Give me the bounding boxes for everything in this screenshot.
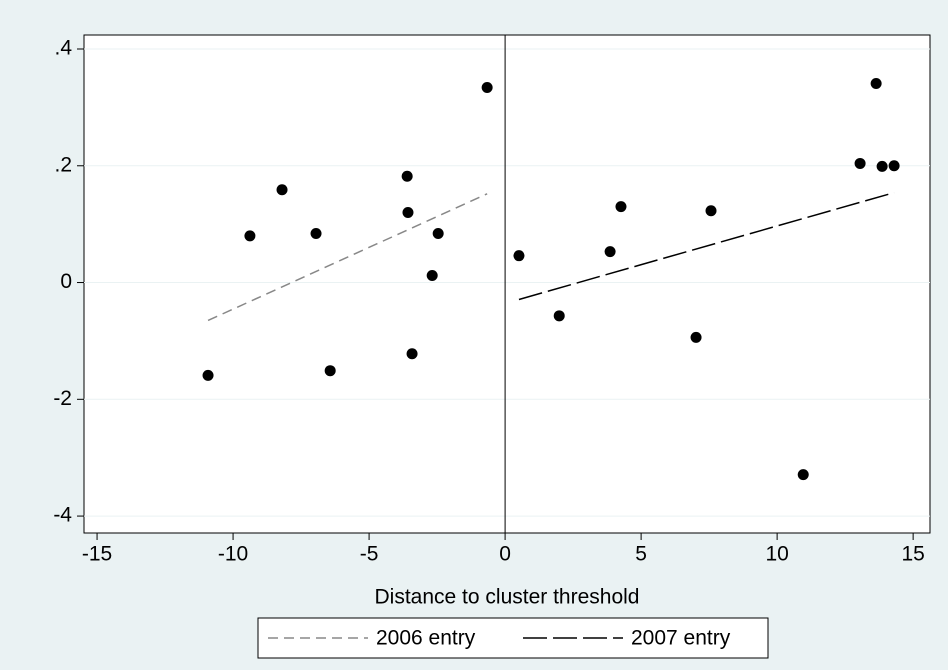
point <box>426 270 438 282</box>
point <box>615 201 627 213</box>
legend-label: 2007 entry <box>631 627 731 650</box>
plot-area <box>83 34 931 534</box>
point <box>888 160 900 172</box>
point <box>324 365 336 377</box>
y-tick-label: .2 <box>54 153 72 176</box>
point <box>705 205 717 217</box>
point <box>401 170 413 182</box>
y-tick-label: -4 <box>53 504 72 527</box>
point <box>310 227 322 239</box>
point <box>797 469 809 481</box>
point <box>876 160 888 172</box>
y-tick-label: -2 <box>53 387 72 410</box>
x-tick-label: -5 <box>360 543 379 566</box>
fit-line <box>518 191 895 301</box>
fit-line <box>207 193 488 322</box>
legend-box <box>257 617 769 659</box>
x-tick-label: 5 <box>635 543 647 566</box>
point <box>276 184 288 196</box>
point <box>202 369 214 381</box>
x-axis-label: Distance to cluster threshold <box>375 586 640 609</box>
point <box>870 77 882 89</box>
point <box>854 157 866 169</box>
point <box>481 82 493 94</box>
point <box>604 246 616 258</box>
point <box>553 310 565 322</box>
point <box>406 348 418 360</box>
x-tick-label: 10 <box>765 543 788 566</box>
point <box>402 206 414 218</box>
point <box>690 331 702 343</box>
point <box>244 230 256 242</box>
y-tick-label: 0 <box>60 270 72 293</box>
x-tick-label: 0 <box>499 543 511 566</box>
point <box>432 227 444 239</box>
x-tick-label: 15 <box>901 543 924 566</box>
x-tick-label: -15 <box>82 543 112 566</box>
point <box>513 250 525 262</box>
legend-label: 2006 entry <box>376 627 476 650</box>
x-tick-label: -10 <box>218 543 248 566</box>
y-tick-label: .4 <box>54 37 72 60</box>
